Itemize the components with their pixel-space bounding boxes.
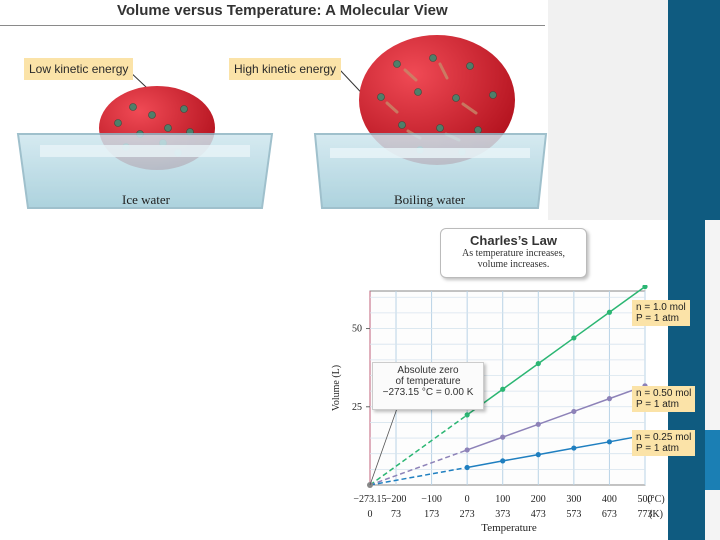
charles-law-box: Charles’s Law As temperature increases, … (440, 228, 587, 278)
series-point-2 (571, 408, 577, 415)
absolute-zero-pointer (369, 399, 401, 486)
series-label-3-p: P = 1 atm (636, 443, 679, 454)
x-tick-kelvin: 573 (566, 509, 581, 520)
x-tick-kelvin: 173 (424, 509, 439, 520)
series-line-2 (466, 385, 646, 451)
absolute-zero-box: Absolute zero of temperature −273.15 °C … (372, 362, 484, 410)
x-tick-celsius: −273.15 (353, 494, 386, 505)
x-tick-celsius: 200 (531, 494, 546, 505)
series-point-3 (606, 439, 613, 445)
x-unit-kelvin: (K) (649, 509, 663, 520)
series-point-3 (464, 464, 470, 471)
series-label-1-p: P = 1 atm (636, 313, 679, 324)
series-point-1 (606, 309, 613, 315)
right-edge-panel (705, 220, 720, 540)
law-desc-line2: volume increases. (477, 259, 550, 270)
charles-law-chart: −273.15 0 −200 73 −100 173 0 273 100 373 200 473 300… (331, 285, 665, 534)
series-point-1 (464, 412, 470, 418)
callout-high-kinetic-energy: High kinetic energy (229, 58, 342, 80)
series-extrapolation-1 (369, 414, 468, 486)
x-tick-kelvin: 373 (495, 509, 510, 520)
chart-ticks: −273.15 0 −200 73 −100 173 0 273 100 373 200 473 300… (352, 324, 653, 520)
x-unit-celsius: (°C) (647, 494, 664, 505)
x-tick-celsius: 300 (566, 494, 581, 505)
series-point-2 (606, 396, 613, 402)
series-label-3-n: n = 0.25 mol (636, 432, 692, 443)
y-tick-label: 50 (352, 324, 362, 335)
x-tick-kelvin: 673 (602, 509, 617, 520)
x-axis-label: Temperature (481, 522, 537, 534)
series-label-2: n = 0.50 mol P = 1 atm (632, 386, 696, 412)
series-point-1 (642, 285, 648, 290)
right-edge-accent (705, 430, 720, 490)
abs-zero-line1: Absolute zero (397, 365, 459, 376)
series-label-1-n: n = 1.0 mol (636, 302, 686, 313)
abs-zero-line3: −273.15 °C = 0.00 K (382, 387, 474, 398)
series-point-1 (500, 386, 506, 392)
x-tick-celsius: 100 (495, 494, 510, 505)
series-point-3 (571, 445, 577, 451)
x-tick-celsius: −100 (421, 494, 442, 505)
series-point-1 (535, 360, 541, 367)
title-divider (0, 25, 545, 26)
law-desc-line1: As temperature increases, (461, 248, 565, 259)
series-point-3 (500, 458, 506, 464)
series-point-3 (535, 452, 541, 458)
series-point-2 (464, 447, 470, 453)
series-label-1: n = 1.0 mol P = 1 atm (632, 300, 690, 326)
series-label-3: n = 0.25 mol P = 1 atm (632, 430, 696, 456)
x-tick-kelvin: 0 (368, 509, 373, 520)
y-tick-label: 25 (352, 402, 362, 413)
balloon-illustration (16, 35, 548, 209)
x-tick-celsius: 0 (465, 494, 470, 505)
x-tick-kelvin: 73 (391, 509, 401, 520)
series-point-1 (571, 335, 577, 341)
series-point-2 (500, 434, 506, 440)
x-tick-celsius: 400 (602, 494, 617, 505)
x-tick-kelvin: 773 (638, 509, 653, 520)
page-title: Volume versus Temperature: A Molecular V… (117, 2, 448, 19)
y-axis-label: Volume (L) (331, 365, 342, 411)
x-tick-kelvin: 273 (460, 509, 475, 520)
x-tick-kelvin: 473 (531, 509, 546, 520)
abs-zero-line2: of temperature (395, 376, 461, 387)
x-tick-celsius: 500 (638, 494, 653, 505)
series-label-2-n: n = 0.50 mol (636, 388, 692, 399)
series-label-2-p: P = 1 atm (636, 399, 679, 410)
background-panel-light (548, 0, 668, 220)
series-extrapolation-3 (369, 466, 468, 486)
law-title: Charles’s Law (470, 233, 557, 248)
caption-boiling-water: Boiling water (394, 192, 466, 207)
series-line-1 (466, 286, 646, 416)
caption-ice-water: Ice water (122, 192, 170, 207)
series-line-3 (467, 434, 646, 469)
x-tick-celsius: −200 (386, 494, 407, 505)
series-point-2 (535, 421, 541, 427)
callout-low-kinetic-energy: Low kinetic energy (24, 58, 134, 80)
series-extrapolation-2 (369, 449, 468, 486)
